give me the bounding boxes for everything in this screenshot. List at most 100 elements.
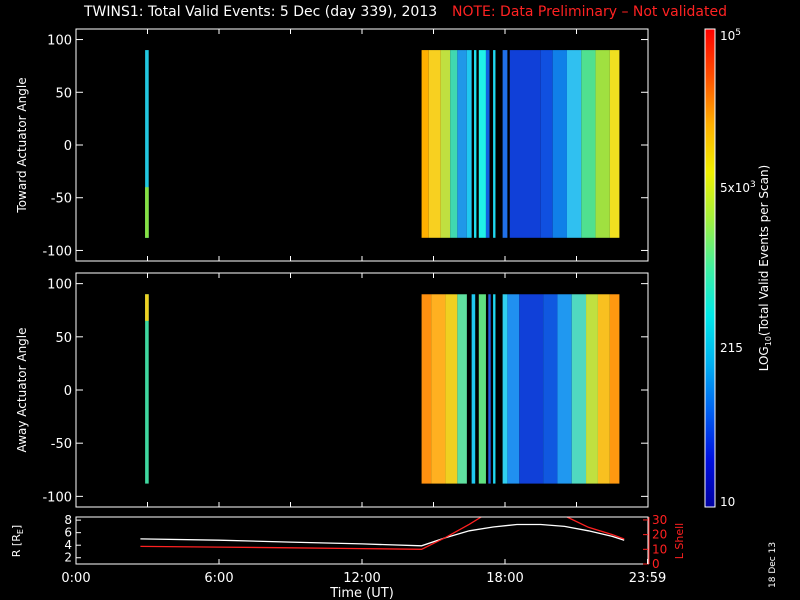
toward-band (566, 50, 582, 238)
away-band-top (145, 294, 149, 321)
title-note: NOTE: Data Preliminary – Not validated (452, 4, 727, 20)
toward-band (540, 50, 553, 238)
away-y-axis: 100 50 0 -50 -100 (42, 273, 649, 507)
toward-panel: 100 50 0 -50 -100 Toward Actuator Angle (15, 28, 649, 262)
away-ytick-label: -100 (42, 490, 72, 505)
colorbar-label-post: (Total Valid Events per Scan) (757, 165, 771, 336)
away-band (586, 294, 598, 484)
away-ytick-label: 50 (55, 331, 72, 346)
colorbar-tick-top-exp: 5 (735, 28, 741, 38)
away-panel: 100 50 0 -50 -100 Away Actuator Angle (15, 272, 649, 508)
colorbar-label: LOG10(Total Valid Events per Scan) (757, 165, 773, 372)
orbit-ylabel-left: R [RE] (10, 525, 25, 557)
away-band (557, 294, 572, 484)
away-band (145, 294, 149, 484)
away-band (507, 294, 520, 484)
date-stamp: 18 Dec 13 (768, 541, 778, 588)
away-band (571, 294, 587, 484)
toward-band (581, 50, 596, 238)
away-ytick-label: -50 (51, 437, 72, 452)
toward-band (493, 50, 496, 238)
toward-heatmap (145, 50, 620, 238)
away-band (457, 294, 467, 484)
orbit-line-right (566, 516, 625, 540)
toward-ytick-label: -50 (51, 192, 72, 207)
away-ytick-label: 0 (64, 384, 72, 399)
toward-band (502, 50, 508, 238)
orbit-left-tick-label: 8 (64, 513, 72, 527)
toward-band (595, 50, 610, 238)
toward-ylabel: Toward Actuator Angle (15, 77, 29, 213)
colorbar-tick-215: 215 (720, 341, 743, 355)
toward-band (609, 50, 620, 238)
orbit-line-left (140, 523, 625, 547)
orbit-right-tick-label: 20 (652, 528, 667, 542)
away-band (519, 294, 544, 484)
away-ylabel: Away Actuator Angle (15, 327, 29, 452)
colorbar-label-sub: 10 (764, 336, 773, 346)
colorbar-scale (704, 28, 716, 508)
away-band (543, 294, 558, 484)
toward-ytick-label: 100 (47, 34, 72, 49)
orbit-lines (140, 516, 625, 550)
orbit-xtick-label: 18:00 (486, 571, 523, 586)
toward-band (509, 50, 541, 238)
chart-title: TWINS1: Total Valid Events: 5 Dec (day 3… (0, 4, 800, 24)
toward-band (466, 50, 472, 238)
orbit-ylabel-left-sub: E (16, 529, 25, 534)
orbit-panel-frame (75, 516, 649, 565)
colorbar-tick-5x10-base: 5x10 (720, 181, 750, 195)
away-ytick-label: 100 (47, 278, 72, 293)
toward-ytick-label: -100 (42, 244, 72, 259)
colorbar-tick-bottom: 10 (720, 495, 735, 509)
toward-band-bottom (145, 187, 149, 238)
toward-band (457, 50, 467, 238)
colorbar-tick-5x10-exp: 3 (750, 180, 756, 190)
toward-band (478, 50, 486, 238)
orbit-left-tick-label: 2 (64, 551, 72, 565)
orbit-xtick-label: 0:00 (61, 571, 90, 586)
away-band (502, 294, 508, 484)
orbit-ylabel-right: L Shell (673, 523, 686, 559)
toward-band (485, 50, 490, 238)
orbit-xtick-label: 6:00 (204, 571, 233, 586)
toward-band (552, 50, 567, 238)
orbit-ylabel-left-end: ] (10, 525, 23, 529)
toward-y-axis: 100 50 0 -50 -100 (42, 29, 649, 261)
away-band (488, 294, 491, 484)
away-band (431, 294, 446, 484)
orbit-xtick-label: 12:00 (343, 571, 380, 586)
away-heatmap (145, 294, 620, 484)
toward-band (474, 50, 477, 238)
x-axis-label: Time (UT) (329, 586, 394, 600)
toward-band (421, 50, 429, 238)
orbit-x-axis: 0:00 6:00 12:00 18:00 23:59 (61, 559, 666, 586)
orbit-right-tick-label: 0 (652, 557, 660, 571)
colorbar-tick-top-base: 10 (720, 29, 735, 43)
toward-band (440, 50, 451, 238)
toward-ytick-label: 50 (55, 86, 72, 101)
toward-ytick-label: 0 (64, 139, 72, 154)
orbit-xtick-label: 23:59 (629, 571, 666, 586)
orbit-right-tick-label: 30 (652, 513, 667, 527)
toward-band (450, 50, 458, 238)
colorbar-label-pre: LOG (757, 346, 771, 371)
title-main: TWINS1: Total Valid Events: 5 Dec (day 3… (84, 4, 438, 20)
away-band (421, 294, 432, 484)
colorbar-tick-top: 105 (720, 28, 741, 43)
away-band (445, 294, 458, 484)
colorbar-tick-5x10: 5x103 (720, 180, 756, 195)
away-band (493, 294, 496, 484)
orbit-left-tick-label: 6 (64, 526, 72, 540)
orbit-right-tick-label: 10 (652, 542, 667, 556)
toward-band (428, 50, 441, 238)
away-band (609, 294, 620, 484)
away-band (471, 294, 476, 484)
toward-band (145, 50, 149, 238)
orbit-line-right (140, 516, 482, 550)
away-band (478, 294, 486, 484)
